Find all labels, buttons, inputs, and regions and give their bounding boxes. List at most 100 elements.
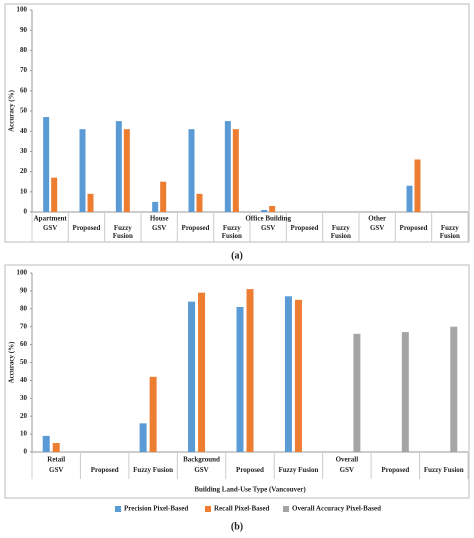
- legend-swatch: [115, 506, 121, 512]
- bar: [294, 299, 302, 452]
- x-tick-label: Fuzzy Fusion: [439, 224, 460, 240]
- x-tick-label: GSV: [151, 224, 167, 232]
- bar: [261, 209, 268, 212]
- x-tick-label-box: Proposed: [181, 224, 210, 232]
- y-tick-label: 60: [20, 340, 28, 348]
- y-tick-label: 0: [24, 448, 28, 456]
- x-tick-label: Proposed: [290, 224, 319, 232]
- x-tick-label: Proposed: [381, 466, 410, 474]
- y-tick-label: 80: [20, 46, 28, 54]
- bar: [115, 121, 122, 212]
- y-tick-label: 20: [20, 412, 28, 420]
- y-tick-label: 40: [20, 127, 28, 135]
- y-tick-label: 90: [20, 26, 28, 34]
- y-tick-label: 80: [20, 304, 28, 312]
- bar: [246, 289, 254, 452]
- legend-swatch: [205, 506, 211, 512]
- y-tick-label: 50: [20, 358, 28, 366]
- bar: [450, 326, 458, 452]
- group-label: Background: [183, 456, 220, 464]
- x-tick-label-box: Proposed: [381, 466, 410, 474]
- y-tick-label: 90: [20, 287, 28, 295]
- x-tick-label-box: GSV: [49, 466, 64, 474]
- x-tick-label: GSV: [42, 224, 58, 232]
- bar: [152, 201, 159, 212]
- legend-label: Recall Pixel-Based: [214, 505, 270, 513]
- x-tick-label-box: GSV: [151, 224, 167, 232]
- bar: [236, 307, 244, 452]
- x-tick-label-box: Fuzzy Fusion: [221, 224, 242, 240]
- group-label: Retail: [47, 456, 65, 464]
- y-tick-label: 10: [20, 187, 28, 195]
- x-tick-label-box: GSV: [42, 224, 58, 232]
- x-tick-label-box: Proposed: [236, 466, 264, 474]
- bar: [224, 121, 231, 212]
- group-label: Other: [368, 215, 386, 223]
- x-tick-label: Fuzzy Fusion: [221, 224, 242, 240]
- x-tick-label-box: Proposed: [72, 224, 101, 232]
- x-tick-label: Fuzzy Fusion: [112, 224, 133, 240]
- x-tick-label: Fuzzy Fusion: [423, 466, 464, 474]
- x-tick-label-box: Fuzzy Fusion: [330, 224, 351, 240]
- bar: [284, 296, 292, 452]
- x-tick-label: Proposed: [72, 224, 101, 232]
- bar: [269, 205, 276, 212]
- bar: [232, 129, 239, 212]
- bar: [139, 423, 147, 452]
- x-tick-label-box: Fuzzy Fusion: [279, 466, 319, 474]
- y-axis-label: Accuracy (%): [8, 89, 16, 131]
- x-tick-label: Proposed: [236, 466, 264, 474]
- x-tick-label: Fuzzy Fusion: [133, 466, 174, 474]
- y-tick-label: 30: [20, 147, 28, 155]
- bar: [414, 159, 421, 212]
- group-label: Overall: [336, 456, 359, 464]
- y-tick-label: 100: [17, 269, 28, 277]
- bar: [87, 193, 94, 212]
- group-label: Office Building: [245, 215, 291, 223]
- y-tick-label: 20: [20, 167, 28, 175]
- x-tick-label: GSV: [369, 224, 385, 232]
- x-tick-label: GSV: [194, 466, 209, 474]
- y-tick-label: 0: [24, 208, 28, 216]
- caption: (b): [231, 521, 243, 532]
- x-tick-label-box: Fuzzy Fusion: [423, 466, 464, 474]
- x-tick-label-box: GSV: [260, 224, 276, 232]
- x-tick-label-box: GSV: [194, 466, 209, 474]
- x-tick-label-box: Fuzzy Fusion: [112, 224, 133, 240]
- bar: [188, 129, 195, 212]
- x-tick-label-box: Fuzzy Fusion: [133, 466, 174, 474]
- bar: [43, 117, 50, 212]
- bar: [149, 376, 157, 452]
- y-tick-label: 70: [20, 66, 28, 74]
- bar: [52, 443, 60, 452]
- caption: (a): [231, 250, 243, 261]
- bar: [42, 435, 50, 452]
- panel-frame: [4, 3, 470, 243]
- x-tick-label: GSV: [49, 466, 64, 474]
- bar: [401, 332, 409, 452]
- y-axis-label: Accuracy (%): [8, 341, 16, 383]
- x-tick-label-box: Proposed: [290, 224, 319, 232]
- bar: [188, 301, 196, 452]
- panel-frame: [4, 264, 470, 499]
- y-tick-label: 70: [20, 322, 28, 330]
- legend-swatch: [283, 506, 289, 512]
- x-tick-label: Fuzzy Fusion: [330, 224, 351, 240]
- x-tick-label: GSV: [339, 466, 355, 474]
- y-tick-label: 100: [17, 6, 28, 14]
- y-tick-label: 30: [20, 394, 28, 402]
- bar: [353, 333, 361, 452]
- y-tick-label: 60: [20, 86, 28, 94]
- bar: [406, 185, 413, 212]
- group-label: House: [150, 215, 169, 223]
- legend-label: Precision Pixel-Based: [124, 505, 188, 513]
- legend-label: Overall Accuracy Pixel-Based: [292, 505, 381, 513]
- y-tick-label: 50: [20, 107, 28, 115]
- bar: [79, 129, 86, 212]
- x-tick-label: Proposed: [181, 224, 210, 232]
- x-tick-label-box: GSV: [369, 224, 385, 232]
- x-tick-label: GSV: [260, 224, 276, 232]
- bar: [51, 177, 58, 212]
- x-tick-label-box: Proposed: [91, 466, 119, 474]
